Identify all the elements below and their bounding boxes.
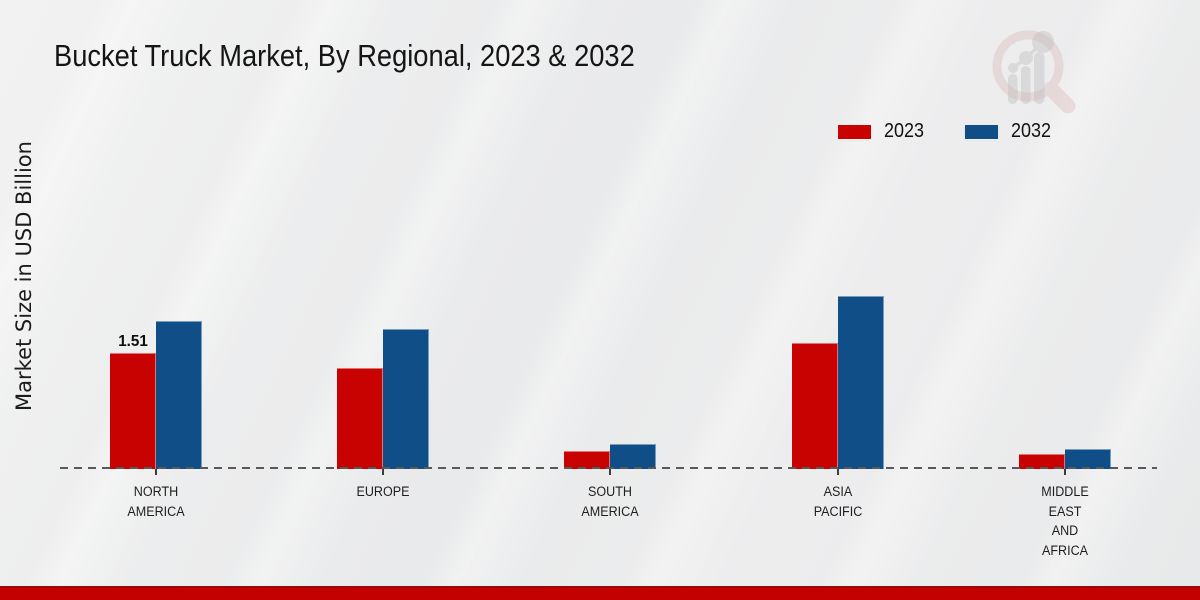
chart-title: Bucket Truck Market, By Regional, 2023 &…: [54, 38, 635, 73]
magnifier-bar-chart-logo-icon: [992, 30, 1076, 114]
x-axis-tick-europe: [382, 469, 384, 475]
x-axis-label-south-america: SOUTH AMERICA: [581, 484, 639, 519]
x-axis-tick-asia-pacific: [837, 469, 839, 475]
legend-item-2032: 2032: [964, 120, 1056, 143]
legend-label-2023: 2023: [884, 120, 925, 142]
bar-2023-north-america: [110, 353, 156, 469]
bar-2032-asia-pacific: [838, 296, 884, 469]
x-axis-tick-south-america: [609, 469, 611, 475]
x-axis-baseline: [60, 467, 1157, 469]
bar-2032-europe: [383, 329, 429, 469]
bar-2023-europe: [337, 368, 383, 469]
footer-accent-band: [0, 586, 1200, 600]
bar-2023-south-america: [564, 451, 610, 469]
x-axis-label-north-america: NORTH AMERICA: [127, 484, 185, 519]
x-axis-tick-north-america: [155, 469, 157, 475]
x-axis-label-europe: EUROPE: [356, 484, 410, 499]
x-axis-label-asia-pacific: ASIA PACIFIC: [813, 484, 863, 519]
legend-swatch-2032: [964, 124, 998, 139]
x-axis-tick-middle-east-and-africa: [1064, 469, 1066, 475]
x-axis-label-middle-east-and-africa: MIDDLE EAST AND AFRICA: [1041, 484, 1089, 558]
bar-2023-middle-east-and-africa: [1019, 454, 1065, 469]
legend-item-2023: 2023: [838, 120, 929, 143]
legend: 2023 2032: [838, 120, 1055, 143]
bar-2032-south-america: [610, 444, 656, 469]
bar-2032-north-america: [156, 321, 202, 469]
data-label-2023-north-america: 1.51: [118, 333, 148, 350]
bar-2023-asia-pacific: [792, 343, 838, 469]
legend-label-2032: 2032: [1010, 120, 1051, 142]
bar-2032-middle-east-and-africa: [1065, 449, 1111, 469]
legend-swatch-2023: [838, 124, 871, 139]
